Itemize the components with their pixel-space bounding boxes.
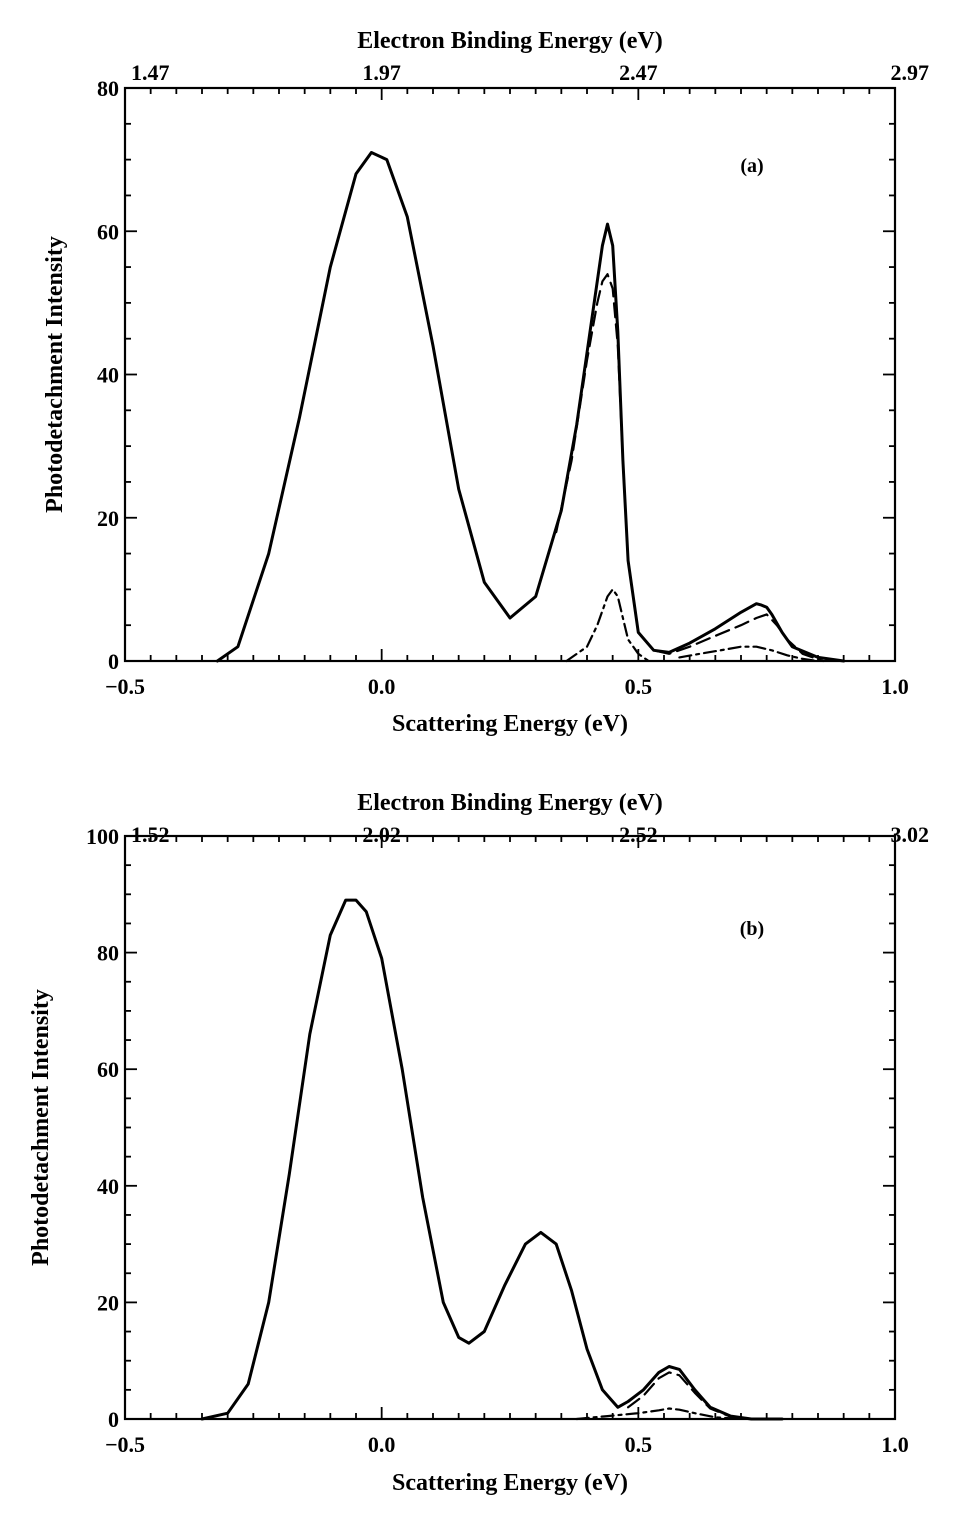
chart-b-y-tick-label: 60 [97, 1057, 119, 1082]
chart-a-x-axis-title: Scattering Energy (eV) [392, 711, 628, 737]
chart-b-y-tick-label: 100 [86, 824, 119, 849]
chart-a-series-dash-dot-line [565, 588, 650, 663]
chart-b-x-tick-label: 0.5 [625, 1432, 653, 1457]
chart-b-series-dash-dot-line [575, 1407, 743, 1421]
chart-a-series-dash-dot-line [678, 645, 820, 663]
chart-a-y-tick-label: 60 [97, 219, 119, 244]
chart-b-x2-tick-label: 3.02 [891, 822, 930, 847]
chart-b-x-tick-label: −0.5 [105, 1432, 145, 1457]
chart-b-x2-tick-label: 2.52 [619, 822, 658, 847]
chart-a-y-tick-label: 80 [97, 76, 119, 101]
chart-a-x-tick-label: 0.0 [368, 674, 396, 699]
chart-a-x-tick-label: 0.5 [625, 674, 653, 699]
chart-b-y-axis-title: Photodetachment Intensity [28, 989, 54, 1266]
chart-a-y-tick-label: 40 [97, 363, 119, 388]
chart-b-y-tick-label: 0 [108, 1407, 119, 1432]
chart-b-y-tick-label: 80 [97, 941, 119, 966]
chart-b-x-tick-label: 1.0 [881, 1432, 909, 1457]
chart-b-y-tick-label: 40 [97, 1174, 119, 1199]
chart-a-plot-frame [123, 86, 897, 663]
chart-b-x2-tick-label: 2.02 [362, 822, 401, 847]
chart-a-panel-label: (a) [740, 155, 763, 177]
chart-a-series-solid-line [215, 151, 846, 663]
chart-a-series-dashed-line [555, 273, 825, 663]
chart-a-y-tick-label: 20 [97, 506, 119, 531]
chart-a-x2-axis-title: Electron Binding Energy (eV) [357, 28, 663, 54]
chart-b-panel-label: (b) [740, 918, 764, 940]
chart-b-plot-frame [123, 834, 897, 1421]
chart-a-x-tick-label: 1.0 [881, 674, 909, 699]
chart-b-series-dashed-line [626, 1371, 753, 1421]
chart-b-x2-axis-title: Electron Binding Energy (eV) [357, 790, 663, 816]
chart-a-x2-tick-label: 2.47 [619, 60, 658, 85]
chart-a-x2-tick-label: 1.97 [362, 60, 401, 85]
chart-a-x-tick-label: −0.5 [105, 674, 145, 699]
chart-b-x-axis-title: Scattering Energy (eV) [392, 1470, 628, 1496]
chart-a-y-axis-title: Photodetachment Intensity [42, 236, 68, 513]
chart-a-y-tick-label: 0 [108, 649, 119, 674]
chart-a-panel: −0.5 0.0 0.5 1.0 1.47 1.97 2.47 2.97 0 20 40 60 80 Sc… [42, 28, 929, 737]
chart-a-x2-tick-label: 1.47 [131, 60, 170, 85]
chart-b-y-tick-label: 20 [97, 1290, 119, 1315]
chart-b-panel: −0.5 0.0 0.5 1.0 1.52 2.02 2.52 3.02 0 20 40 60 80 10… [28, 790, 929, 1496]
chart-b-x-tick-label: 0.0 [368, 1432, 396, 1457]
chart-b-x2-tick-label: 1.52 [131, 822, 170, 847]
chart-a-x2-tick-label: 2.97 [891, 60, 930, 85]
chart-b-series-solid-line [200, 898, 784, 1421]
